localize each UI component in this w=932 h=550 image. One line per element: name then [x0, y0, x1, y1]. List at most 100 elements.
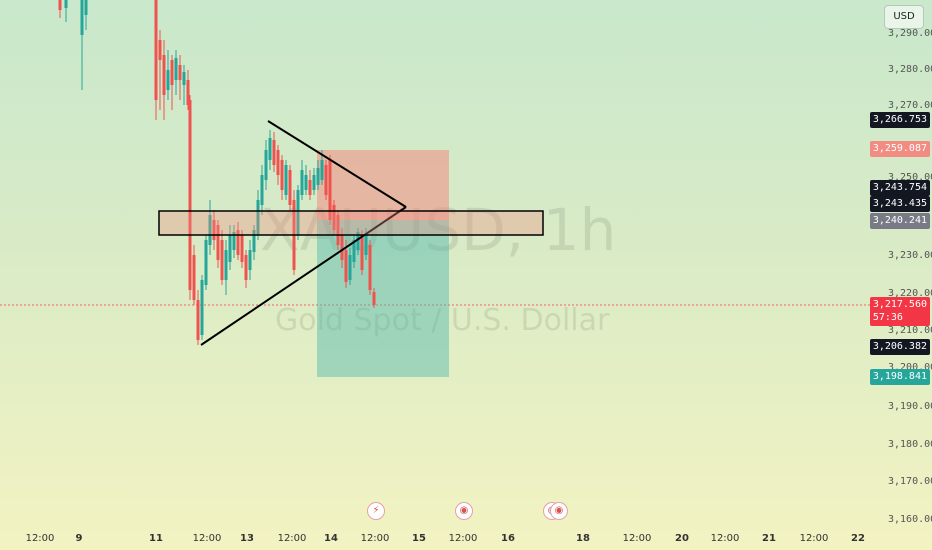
candle-body [324, 165, 328, 195]
time-tick-label: 18 [576, 533, 590, 544]
resistance-box[interactable] [158, 210, 544, 236]
high-price-tag: 3,266.753 [869, 112, 930, 128]
candle-body [372, 292, 376, 305]
candle-body [188, 100, 192, 290]
candle-body [280, 160, 284, 190]
candles-group [58, 0, 376, 345]
price-tick-label: 3,220.000 [888, 288, 932, 299]
candle-body [264, 150, 268, 180]
candle-body [166, 70, 170, 90]
candle-body [312, 175, 316, 190]
candle-body [174, 58, 178, 80]
price-tick-label: 3,210.000 [888, 325, 932, 336]
candle-body [200, 280, 204, 335]
candle-body [368, 245, 372, 290]
candle-body [244, 255, 248, 280]
candle-body [284, 165, 288, 195]
time-tick-label: 20 [675, 533, 689, 544]
time-axis[interactable]: 12:00 9 11 12:00 13 12:00 14 12:00 15 12:00 16 18 12… [26, 533, 865, 544]
time-tick-label: 12:00 [711, 533, 740, 544]
stop-price-tag: 3,259.087 [869, 141, 930, 157]
lightning-icon[interactable]: ⚡ [367, 502, 385, 520]
price-tick-label: 3,170.000 [888, 476, 932, 487]
time-tick-label: 14 [324, 533, 338, 544]
candle-body [296, 190, 300, 235]
candle-body [328, 160, 332, 220]
candle-body [336, 215, 340, 245]
candle-body [58, 0, 62, 10]
candle-body [186, 80, 190, 105]
time-tick-label: 9 [76, 533, 83, 544]
candle-body [252, 230, 256, 252]
current-price-tag: 3,217.560 57:36 [869, 297, 930, 326]
bar-countdown: 57:36 [872, 312, 903, 323]
candle-body [320, 160, 324, 180]
candle-body [154, 0, 158, 100]
time-tick-label: 13 [240, 533, 254, 544]
stop-loss-zone[interactable] [317, 150, 449, 220]
candle-body [360, 235, 364, 270]
candle-body [352, 240, 356, 262]
price-axis[interactable]: 3,290.000 3,280.000 3,270.000 3,250.000 3,23… [888, 28, 932, 525]
candle-body [204, 240, 208, 285]
time-tick-label: 12:00 [623, 533, 652, 544]
candle-body [220, 240, 224, 280]
current-price-value: 3,217.560 [872, 299, 927, 310]
candle-body [272, 140, 276, 165]
candle-body [192, 255, 196, 300]
candle-body [256, 200, 260, 235]
candle-body [300, 170, 304, 195]
time-tick-label: 22 [851, 533, 865, 544]
price-tick-label: 3,280.000 [888, 64, 932, 75]
time-tick-label: 12:00 [800, 533, 829, 544]
candle-body [170, 60, 174, 85]
candle-body [178, 65, 182, 80]
time-tick-label: 12:00 [449, 533, 478, 544]
time-tick-label: 12:00 [278, 533, 307, 544]
price-tick-label: 3,290.000 [888, 28, 932, 39]
candle-body [248, 250, 252, 270]
candle-body [232, 232, 236, 250]
time-tick-label: 21 [762, 533, 776, 544]
time-tick-label: 12:00 [193, 533, 222, 544]
price-tick-label: 3,160.000 [888, 514, 932, 525]
candle-body [196, 300, 200, 340]
time-tick-label: 16 [501, 533, 515, 544]
candle-body [260, 175, 264, 205]
candle-body [316, 168, 320, 185]
candle-body [364, 235, 368, 255]
triangle-lower-line[interactable] [200, 206, 407, 346]
target-price-tag: 3,198.841 [869, 369, 930, 385]
candle-body [344, 250, 348, 282]
earnings-icon[interactable]: ◉ [455, 502, 473, 520]
low-price-tag: 3,206.382 [869, 339, 930, 355]
candle-body [212, 220, 216, 240]
price-tick-label: 3,230.000 [888, 250, 932, 261]
entry-price-tag: 3,240.241 [869, 213, 930, 229]
price-tick-label: 3,250.000 [888, 172, 932, 183]
candle-body [80, 0, 84, 35]
candle-body [340, 235, 344, 260]
candle-body [276, 150, 280, 175]
candle-body [216, 225, 220, 260]
candle-body [162, 55, 166, 95]
time-tick-label: 15 [412, 533, 426, 544]
candle-body [158, 40, 162, 60]
candle-body [240, 235, 244, 262]
candle-body [182, 72, 186, 85]
price-tick-label: 3,190.000 [888, 401, 932, 412]
take-profit-zone[interactable] [317, 220, 449, 377]
currency-button[interactable]: USD [884, 5, 924, 29]
price-tick-label: 3,180.000 [888, 439, 932, 450]
candle-body [84, 0, 88, 15]
candle-body [268, 138, 272, 160]
time-tick-label: 12:00 [26, 533, 55, 544]
candle-body [348, 255, 352, 280]
time-tick-label: 12:00 [361, 533, 390, 544]
candle-body [288, 170, 292, 205]
price-tick-label: 3,200.000 [888, 362, 932, 373]
triangle-upper-line[interactable] [267, 120, 407, 208]
earnings-icon[interactable]: ◉ [550, 502, 568, 520]
